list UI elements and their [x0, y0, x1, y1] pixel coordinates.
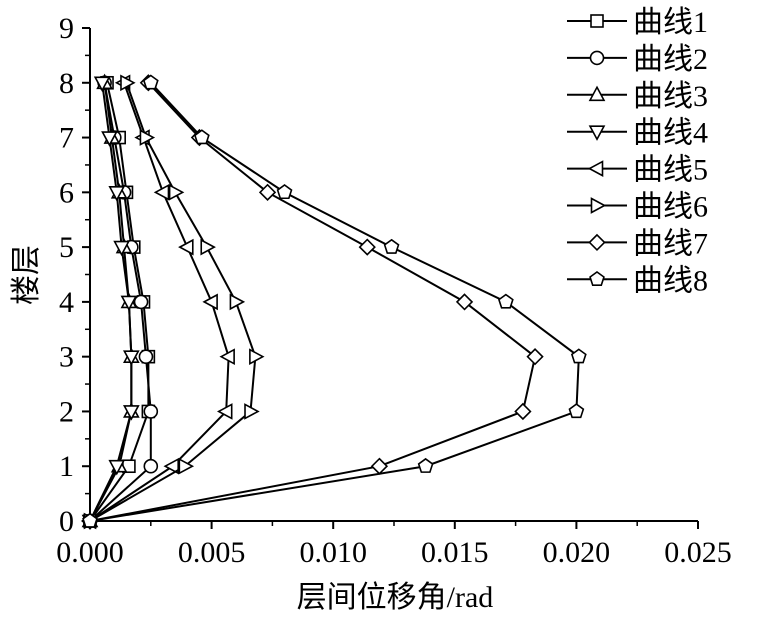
legend-item: 曲线8	[567, 264, 708, 297]
legend-label: 曲线5	[633, 154, 708, 187]
series-7-point	[514, 402, 532, 421]
legend-item: 曲线5	[567, 154, 708, 187]
legend-item: 曲线1	[567, 6, 708, 39]
series-5-point	[217, 403, 233, 420]
series-5-point	[163, 457, 179, 475]
legend-label: 曲线7	[633, 227, 708, 260]
series-8-point	[142, 74, 159, 90]
x-tick-label: 0.015	[421, 536, 489, 569]
series-6-point	[244, 403, 260, 420]
series-4-point	[108, 186, 126, 202]
series-8-point	[417, 457, 434, 473]
legend-label: 曲线6	[633, 191, 708, 224]
series-7-point	[455, 293, 474, 311]
legend-label: 曲线4	[633, 117, 708, 150]
series-8-point	[497, 293, 514, 309]
series-2-point	[143, 458, 159, 474]
y-tick-label: 8	[59, 67, 74, 100]
legend-label: 曲线1	[633, 6, 708, 39]
y-tick-label: 4	[59, 286, 74, 319]
series-2-point	[133, 294, 149, 310]
series-5-point	[202, 293, 218, 311]
y-tick-label: 0	[59, 505, 74, 538]
series-6-point	[178, 457, 195, 475]
series-2-point	[138, 349, 154, 364]
legend-triangle-left-marker-icon	[587, 160, 604, 177]
legend-label: 曲线2	[633, 43, 708, 76]
series-7-point	[358, 238, 376, 256]
legend-item: 曲线6	[567, 191, 708, 224]
x-tick-label: 0.005	[178, 536, 246, 569]
y-tick-label: 3	[59, 341, 74, 374]
legend-triangle-up-marker-icon	[588, 85, 606, 102]
x-tick-label: 0.020	[543, 536, 611, 569]
series-4-point	[113, 240, 130, 257]
y-tick-label: 1	[59, 450, 74, 483]
legend-item: 曲线4	[567, 117, 708, 150]
y-tick-label: 9	[59, 12, 74, 45]
series-8-point	[82, 512, 98, 528]
y-tick-label: 6	[59, 176, 74, 209]
x-tick-label: 0.000	[56, 536, 124, 569]
legend-label: 曲线8	[633, 264, 708, 297]
series-5-point	[153, 183, 170, 201]
series-4-point	[123, 350, 140, 366]
x-axis-label: 层间位移角/rad	[297, 581, 494, 614]
axes: 0.000 0.005 0.010 0.015 0.020 0.025 0 1 2 3 4 5 6 7 8 9	[56, 12, 732, 569]
series-6	[83, 74, 265, 530]
legend-item: 曲线3	[567, 80, 708, 113]
legend-square-marker-icon	[590, 14, 604, 28]
series-6-point	[168, 183, 185, 201]
plot-area	[80, 73, 587, 531]
series-7-point	[258, 183, 277, 201]
series-6-point	[249, 348, 265, 366]
series-8-point	[570, 348, 587, 364]
x-tick-label: 0.010	[299, 536, 367, 569]
series-2-point	[143, 404, 159, 419]
y-axis-label: 楼层	[10, 245, 43, 305]
series-5-point	[178, 238, 194, 256]
series-8-point	[568, 403, 585, 419]
series-4-point	[108, 459, 126, 476]
legend-diamond-marker-icon	[588, 233, 606, 252]
series-7-point	[526, 348, 544, 366]
series-4-point	[93, 76, 111, 92]
y-tick-label: 5	[59, 231, 74, 264]
legend-triangle-right-marker-icon	[590, 197, 607, 214]
series-8-point	[276, 184, 293, 200]
series-6-point	[139, 129, 156, 146]
legend-pentagon-marker-icon	[589, 271, 605, 287]
legend-circle-marker-icon	[589, 50, 605, 66]
series-6-point	[229, 293, 246, 311]
series-6-point	[200, 238, 216, 256]
series-8	[82, 74, 587, 528]
y-tick-label: 2	[59, 395, 74, 428]
legend-triangle-down-marker-icon	[588, 125, 606, 141]
series-4-point	[123, 405, 140, 421]
series-4-point	[101, 131, 118, 147]
legend-item: 曲线7	[567, 227, 708, 260]
series-4-point	[120, 295, 138, 312]
legend-label: 曲线3	[633, 80, 708, 113]
legend-item: 曲线2	[567, 43, 708, 76]
x-tick-label: 0.025	[664, 536, 732, 569]
series-5-point	[219, 348, 235, 366]
series-8-point	[193, 129, 210, 145]
series-8-point	[383, 238, 400, 254]
y-tick-label: 7	[59, 122, 74, 155]
series-6-point	[120, 74, 136, 92]
